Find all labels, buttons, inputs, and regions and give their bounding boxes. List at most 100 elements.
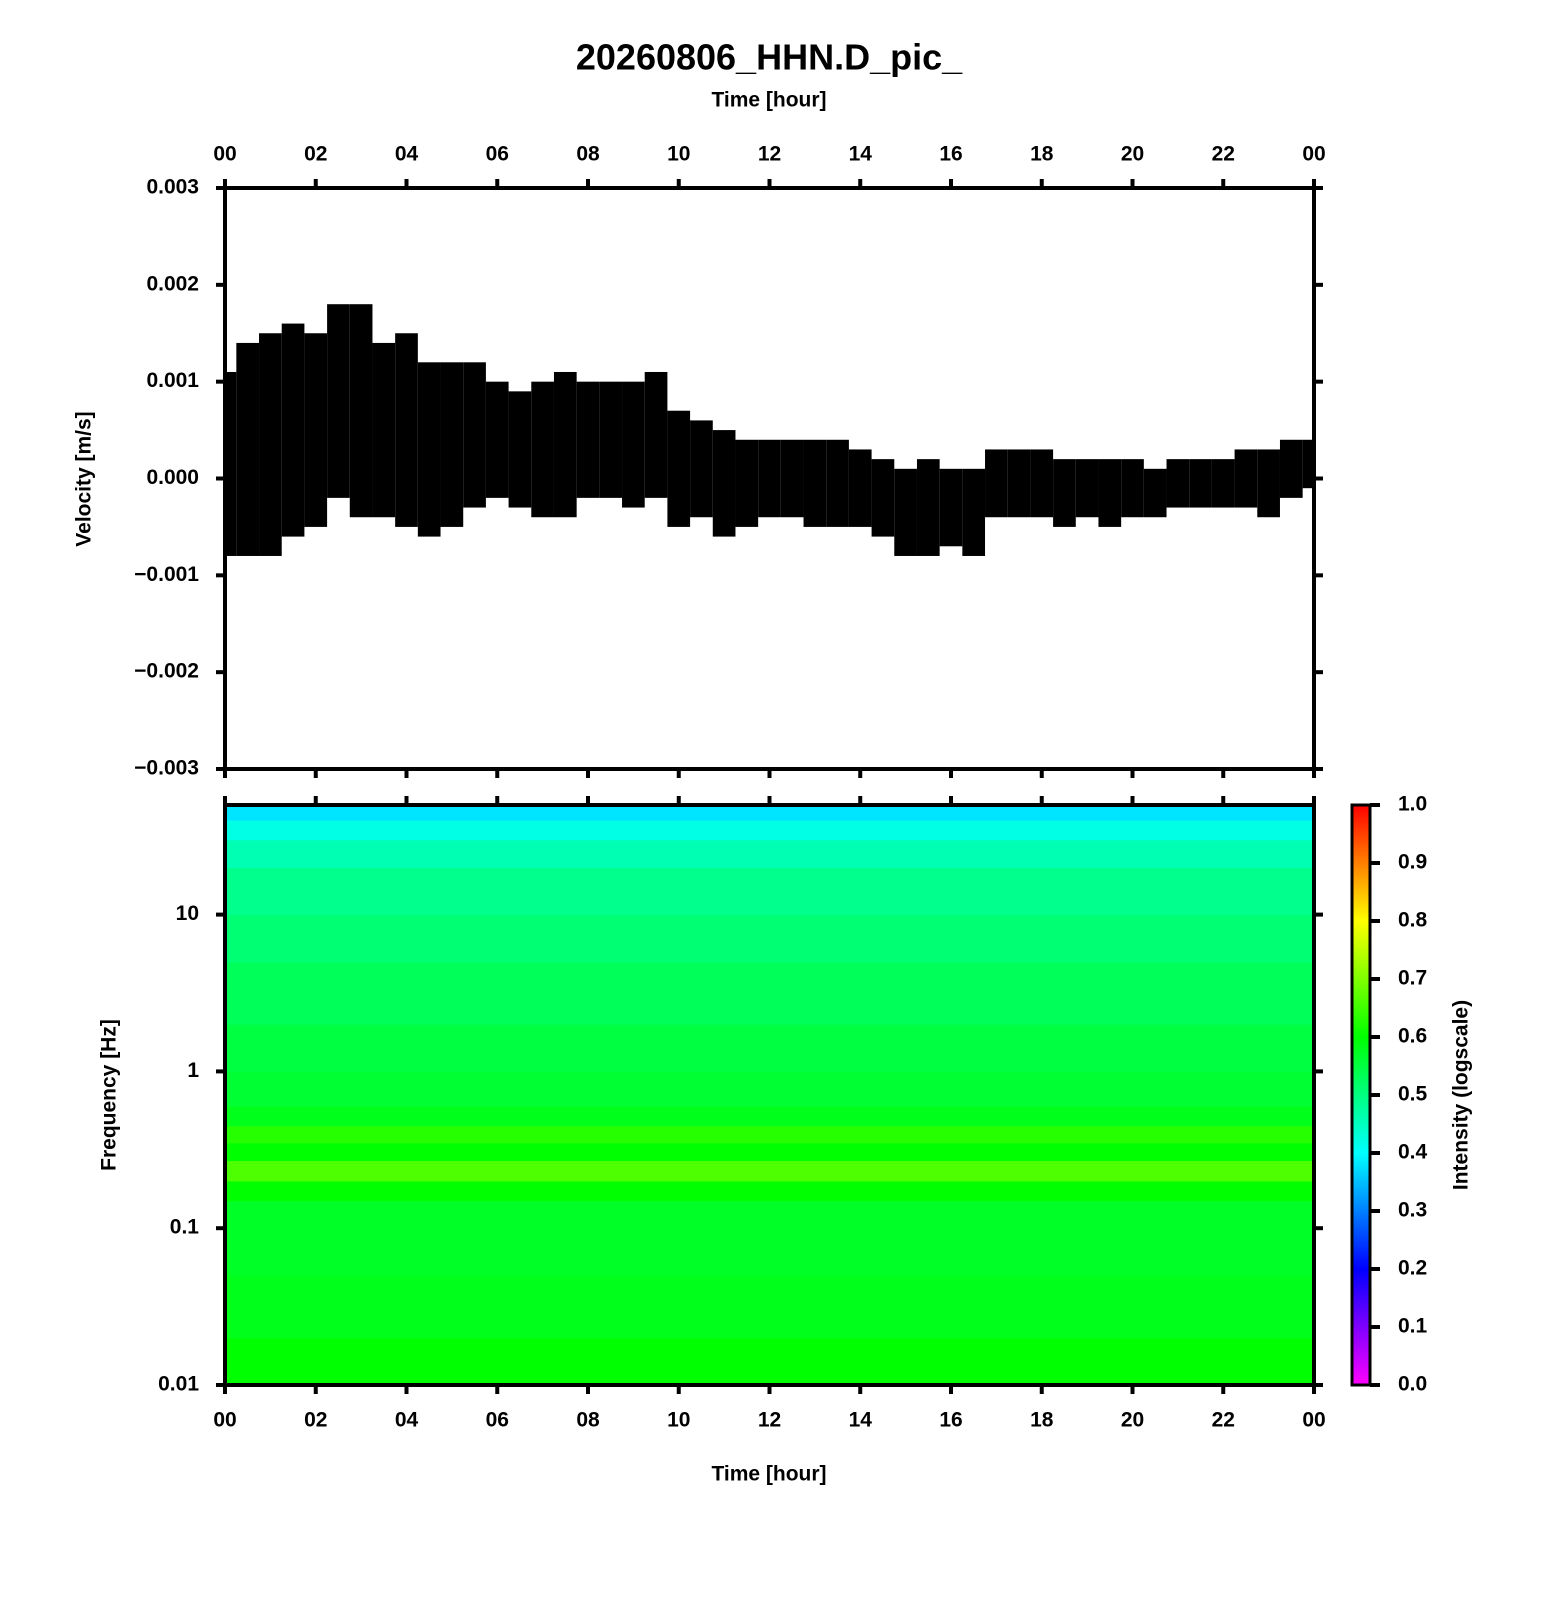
colorbar-tick-label: 0.5 xyxy=(1398,1083,1428,1106)
envelope-bar xyxy=(1143,468,1167,518)
heatmap-cell xyxy=(225,839,1314,868)
heatmap-cell xyxy=(225,1142,1314,1162)
x-axis-title: Time [hour] xyxy=(711,89,826,112)
x-tick-label: 02 xyxy=(304,1409,327,1432)
x-tick-label: 20 xyxy=(1121,143,1144,166)
x-tick-label: 12 xyxy=(758,1409,781,1432)
x-tick-label: 14 xyxy=(849,143,873,166)
x-tick-label: 06 xyxy=(486,143,509,166)
envelope-bar xyxy=(1098,459,1122,527)
heatmap-cell xyxy=(225,914,1314,963)
heatmap-cell xyxy=(225,1125,1314,1144)
x-tick-label: 12 xyxy=(758,143,781,166)
heatmap-cell xyxy=(225,1337,1314,1386)
heatmap-cell xyxy=(225,1275,1314,1339)
colorbar xyxy=(1350,803,1372,1387)
x-tick-label: 16 xyxy=(939,1409,962,1432)
x-tick-label: 04 xyxy=(395,1409,419,1432)
heatmap-cell xyxy=(225,1071,1314,1107)
heatmap-cell xyxy=(225,1024,1314,1072)
envelope-bar xyxy=(531,381,554,518)
colorbar-title: Intensity (logscale) xyxy=(1450,1000,1473,1190)
envelope-bar xyxy=(848,449,872,527)
colorbar-tick-label: 0.6 xyxy=(1398,1025,1427,1048)
colorbar-tick-label: 0.4 xyxy=(1398,1141,1428,1164)
x-tick-label: 22 xyxy=(1212,1409,1235,1432)
envelope-bar xyxy=(508,391,532,508)
x-tick-label: 10 xyxy=(667,1409,690,1432)
x-tick-label: 22 xyxy=(1212,143,1235,166)
x-tick-label: 20 xyxy=(1121,1409,1144,1432)
colorbar-tick-label: 1.0 xyxy=(1398,793,1427,816)
envelope-bar xyxy=(780,439,804,518)
envelope-bar xyxy=(1189,459,1212,508)
y-axis-title: Frequency [Hz] xyxy=(98,1019,121,1171)
colorbar-tick-label: 0.0 xyxy=(1398,1373,1427,1396)
envelope-bar xyxy=(1007,449,1031,518)
heatmap-cell xyxy=(225,820,1314,841)
x-tick-label: 04 xyxy=(395,143,419,166)
envelope-bar xyxy=(712,430,736,537)
y-tick-label: −0.002 xyxy=(134,660,199,683)
y-tick-label: 0.003 xyxy=(146,176,199,199)
envelope-bar xyxy=(1166,459,1190,508)
envelope-bar xyxy=(440,362,464,527)
envelope-bar xyxy=(463,362,486,508)
envelope-bar xyxy=(644,371,668,498)
envelope-bar xyxy=(1302,439,1314,489)
envelope-bar xyxy=(735,439,759,527)
envelope-bar xyxy=(327,304,350,498)
y-tick-label: 0.000 xyxy=(146,466,199,489)
envelope-bar xyxy=(962,468,986,556)
heatmap-cell xyxy=(225,1160,1314,1182)
envelope-bar xyxy=(803,439,827,527)
x-tick-label: 00 xyxy=(213,143,236,166)
chart-title: 20260806_HHN.D_pic_ xyxy=(576,37,963,78)
y-tick-label: −0.003 xyxy=(134,757,199,780)
x-tick-label: 06 xyxy=(486,1409,509,1432)
colorbar-tick-label: 0.8 xyxy=(1398,909,1428,932)
colorbar-tick-label: 0.1 xyxy=(1398,1315,1428,1338)
envelope-bar xyxy=(417,362,441,537)
envelope-bar xyxy=(553,371,577,518)
plot-frame xyxy=(223,186,1316,771)
envelope-bar xyxy=(1121,459,1144,518)
x-tick-label: 08 xyxy=(576,143,600,166)
colorbar-tick-label: 0.2 xyxy=(1398,1257,1427,1280)
colorbar-tick-label: 0.3 xyxy=(1398,1199,1427,1222)
envelope-bar xyxy=(1279,439,1303,498)
heatmap-cell xyxy=(225,1106,1314,1127)
envelope-bar xyxy=(349,304,373,518)
envelope-bar xyxy=(1257,449,1280,518)
x-tick-label: 10 xyxy=(667,143,690,166)
y-tick-label: 0.002 xyxy=(146,272,199,295)
y-tick-label: 1 xyxy=(187,1059,199,1082)
envelope-bar xyxy=(1030,449,1054,518)
x-tick-label: 02 xyxy=(304,143,327,166)
envelope-bar xyxy=(281,323,305,537)
x-tick-label: 18 xyxy=(1030,143,1054,166)
envelope-bar xyxy=(395,333,418,527)
heatmap-cell xyxy=(225,961,1314,1025)
x-tick-label: 08 xyxy=(576,1409,600,1432)
envelope-bar xyxy=(599,381,623,498)
envelope-bar xyxy=(1075,459,1099,518)
x-tick-label: 00 xyxy=(213,1409,236,1432)
envelope-bar xyxy=(690,420,713,518)
colorbar-tick-label: 0.9 xyxy=(1398,851,1427,874)
envelope-bar xyxy=(372,342,396,518)
heatmap-cell xyxy=(225,1180,1314,1202)
y-tick-label: 0.1 xyxy=(170,1216,200,1239)
envelope-bar xyxy=(667,410,691,527)
envelope-bar xyxy=(871,459,895,537)
envelope-bar xyxy=(916,459,940,556)
envelope-bar xyxy=(622,381,645,508)
envelope-bar xyxy=(939,468,963,547)
envelope-bar xyxy=(485,381,509,498)
envelope-bar xyxy=(985,449,1008,518)
envelope-bar xyxy=(259,333,282,556)
envelope-bar xyxy=(304,333,328,527)
envelope-bar xyxy=(576,381,600,498)
envelope-bar xyxy=(1053,459,1076,527)
